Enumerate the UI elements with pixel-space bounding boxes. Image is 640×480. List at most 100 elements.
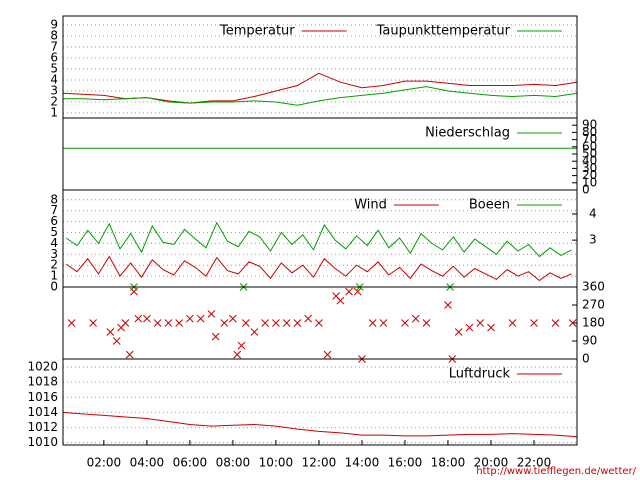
y-tick-label: 2 — [50, 95, 58, 109]
y-tick-label: 60 — [582, 139, 597, 153]
legend-label: Taupunkttemperatur — [376, 24, 511, 39]
footer-link: http://www.tiefflegen.de/wetter/ — [476, 466, 636, 477]
point-marker — [89, 319, 97, 327]
point-marker — [112, 337, 121, 345]
legend-label: Temperatur — [219, 24, 295, 39]
y-tick-label: 360 — [582, 280, 605, 294]
point-marker — [106, 328, 115, 336]
x-tick-label: 08:00 — [216, 456, 251, 470]
point-marker — [186, 314, 194, 323]
panel-frame — [62, 358, 578, 446]
y2-tick-label: 3 — [589, 233, 597, 247]
legend-label: Wind — [354, 198, 387, 213]
y-tick-label: 6 — [50, 50, 58, 64]
point-marker — [261, 319, 270, 327]
point-marker — [121, 319, 130, 327]
point-marker — [211, 332, 220, 341]
point-marker — [153, 319, 162, 327]
point-marker — [508, 319, 517, 327]
legend-label: Boeen — [469, 198, 510, 213]
x-tick-label: 14:00 — [345, 456, 380, 470]
point-marker — [304, 314, 313, 323]
x-tick-label: 16:00 — [388, 456, 423, 470]
point-marker — [272, 319, 280, 327]
x-tick-label: 12:00 — [302, 456, 337, 470]
point-marker — [207, 310, 216, 318]
point-marker — [551, 319, 560, 327]
y-tick-label: 3 — [50, 83, 58, 97]
y-tick-label: 0 — [50, 280, 58, 294]
y-tick-label: 1018 — [27, 375, 58, 389]
point-marker — [353, 287, 362, 296]
y-tick-label: 7 — [50, 39, 58, 53]
y-tick-label: 1016 — [27, 390, 58, 404]
y-tick-label: 30 — [582, 161, 597, 175]
point-marker — [336, 296, 345, 305]
y-tick-label: 180 — [582, 316, 605, 330]
point-marker — [530, 319, 538, 327]
y-tick-label: 1 — [50, 106, 58, 120]
point-marker — [465, 323, 474, 332]
y2-tick-label: 4 — [589, 206, 597, 220]
point-marker — [368, 319, 377, 327]
point-marker — [487, 323, 495, 332]
y-tick-label: 1012 — [27, 420, 58, 434]
point-marker — [323, 350, 332, 359]
point-marker — [568, 319, 577, 327]
point-marker — [233, 350, 242, 359]
y-tick-label: 2 — [50, 258, 58, 272]
y-tick-label: 9 — [50, 17, 58, 31]
point-marker — [125, 350, 134, 359]
point-marker — [229, 314, 237, 323]
y-tick-label: 90 — [582, 118, 597, 132]
y-tick-label: 1014 — [27, 405, 58, 419]
point-marker — [293, 319, 302, 327]
y-tick-label: 90 — [582, 334, 597, 348]
series-line — [63, 86, 578, 106]
y-tick-label: 3 — [50, 247, 58, 261]
y-tick-label: 4 — [50, 72, 58, 86]
y-tick-label: 40 — [582, 154, 597, 168]
point-marker — [237, 341, 246, 350]
y-tick-label: 70 — [582, 132, 597, 146]
x-tick-label: 22:00 — [517, 456, 552, 470]
y-tick-label: 5 — [50, 61, 58, 75]
y-tick-label: 8 — [50, 28, 58, 42]
point-marker — [134, 314, 143, 323]
y-tick-label: 0 — [582, 183, 590, 197]
y-tick-label: 7 — [50, 203, 58, 217]
x-tick-label: 04:00 — [130, 456, 165, 470]
point-marker — [411, 314, 420, 323]
legend-label: Niederschlag — [425, 126, 510, 141]
point-marker — [315, 319, 323, 327]
x-tick-label: 10:00 — [259, 456, 294, 470]
y-tick-label: 1020 — [27, 359, 58, 373]
x-tick-label: 18:00 — [431, 456, 466, 470]
x-tick-label: 06:00 — [173, 456, 208, 470]
point-marker — [241, 319, 250, 327]
point-marker — [220, 319, 229, 327]
legend-label: Luftdruck — [449, 367, 511, 382]
y-tick-label: 50 — [582, 147, 597, 161]
y-tick-label: 1 — [50, 269, 58, 283]
y-tick-label: 5 — [50, 225, 58, 239]
point-marker — [175, 319, 183, 327]
series-line — [65, 221, 572, 258]
y-tick-label: 4 — [50, 236, 58, 250]
y-tick-label: 80 — [582, 125, 597, 139]
y-tick-label: 0 — [582, 352, 590, 366]
point-marker — [422, 319, 431, 327]
y-tick-label: 8 — [50, 192, 58, 206]
y-tick-label: 270 — [582, 298, 605, 312]
series-line — [65, 255, 572, 282]
point-marker — [67, 319, 76, 327]
point-marker — [454, 328, 463, 336]
series-line — [62, 411, 578, 438]
point-marker — [401, 319, 409, 327]
x-tick-label: 20:00 — [474, 456, 509, 470]
point-marker — [196, 314, 205, 323]
y-tick-label: 6 — [50, 214, 58, 228]
point-marker — [164, 319, 173, 327]
y-tick-label: 1010 — [27, 435, 58, 449]
